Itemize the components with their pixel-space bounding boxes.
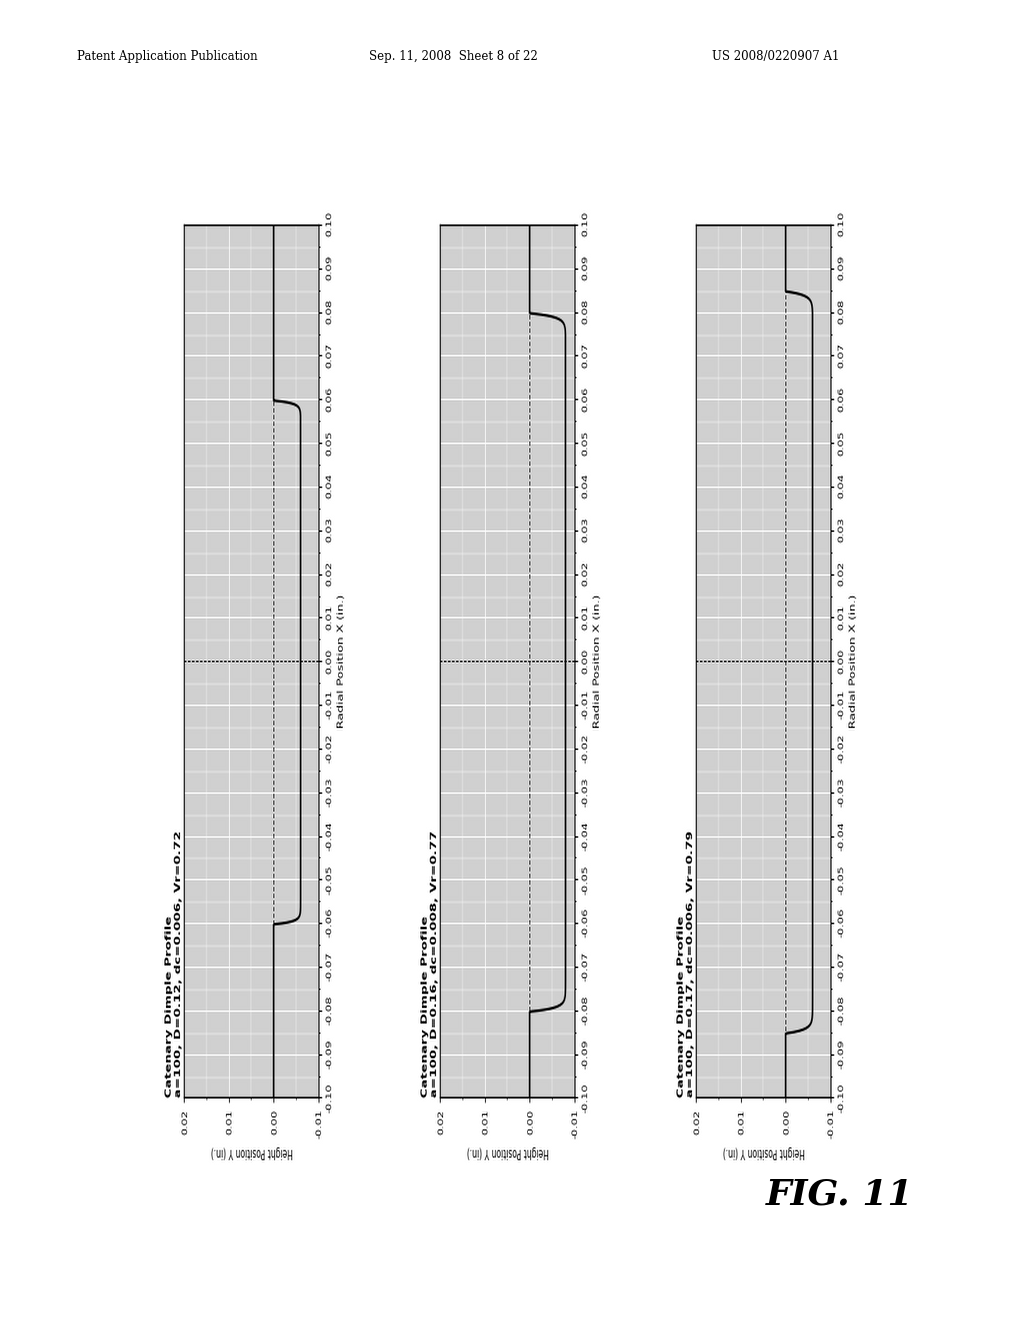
Text: Patent Application Publication: Patent Application Publication — [77, 50, 257, 63]
Text: US 2008/0220907 A1: US 2008/0220907 A1 — [712, 50, 839, 63]
Text: Sep. 11, 2008  Sheet 8 of 22: Sep. 11, 2008 Sheet 8 of 22 — [369, 50, 538, 63]
Text: FIG. 11: FIG. 11 — [766, 1177, 913, 1212]
